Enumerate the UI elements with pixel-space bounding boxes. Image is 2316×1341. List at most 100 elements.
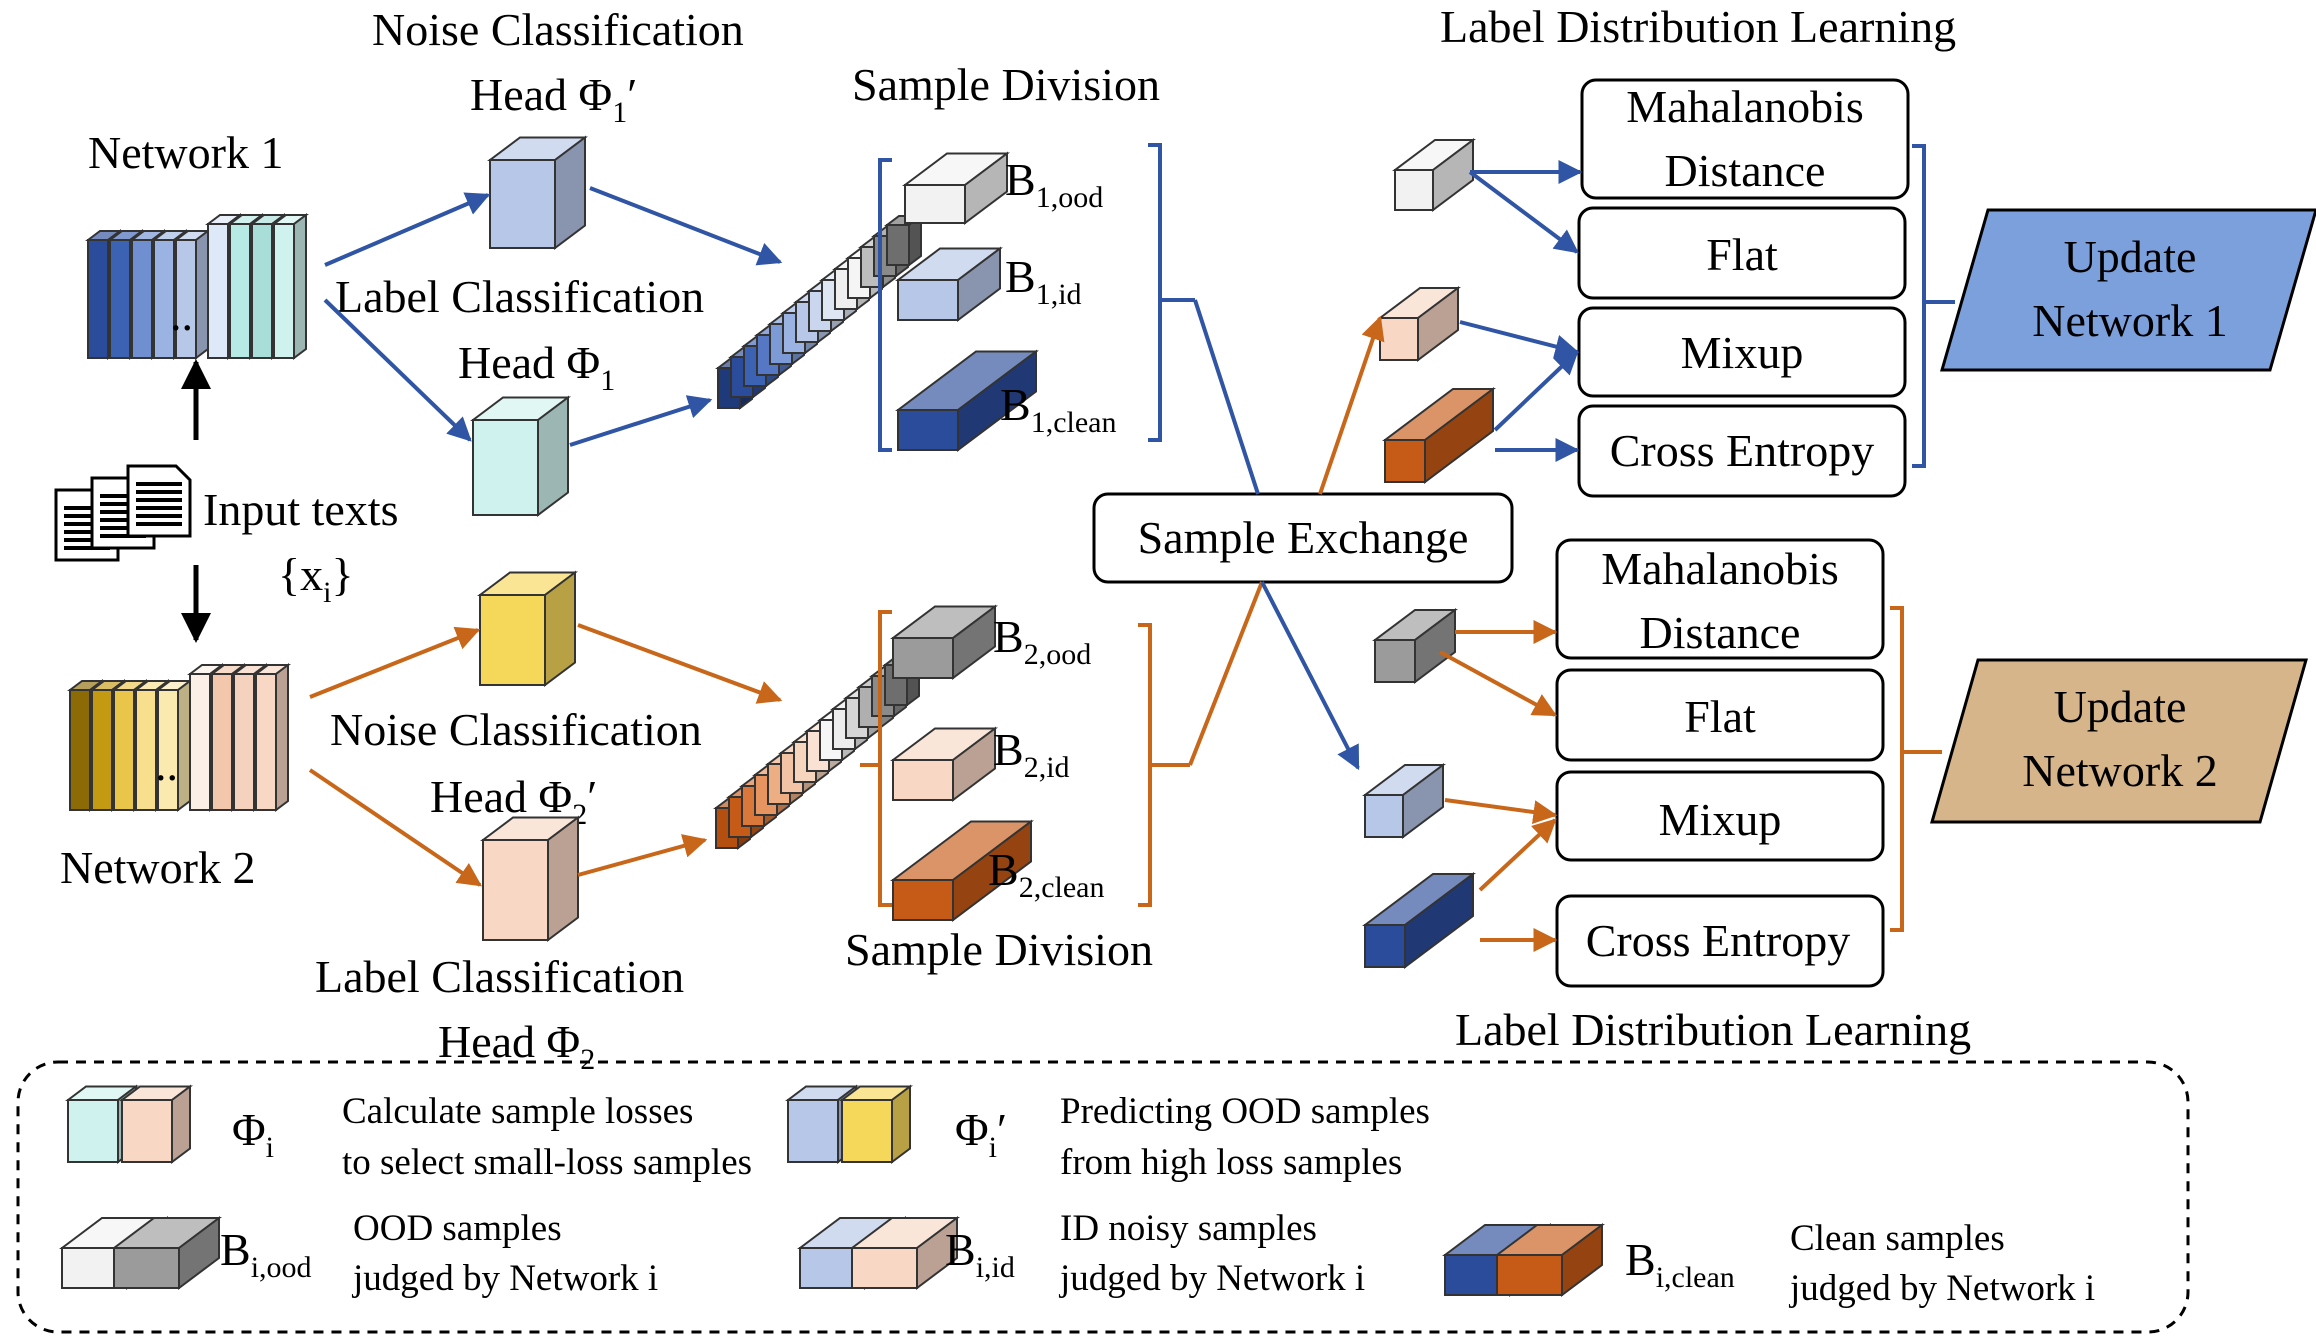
arrow-noise-head-to-stack-1 xyxy=(589,186,783,266)
arrow-noise-head-to-stack-2 xyxy=(577,623,783,704)
noise-head-2-label: Head Φ2′ xyxy=(430,771,597,831)
noise-head-1-cuboid xyxy=(487,135,588,250)
b1-clean-cuboid xyxy=(895,349,1039,452)
network-1-layer xyxy=(271,213,309,360)
noise-head-1-block xyxy=(487,135,588,250)
ldl1-ood-to-flat xyxy=(1468,170,1579,254)
document-icon xyxy=(54,464,192,562)
arrow-net2-to-noise-head xyxy=(309,626,481,699)
loss-2-flat: Flat xyxy=(1684,691,1756,742)
sample-division-2-title: Sample Division xyxy=(845,924,1153,975)
noise-head-1-label: Head Φ1′ xyxy=(470,69,637,129)
ldl-1-clean-cuboid xyxy=(1382,387,1496,484)
legend-b-id-icon-b xyxy=(849,1216,960,1290)
legend-b-clean-desc-l1: Clean samples xyxy=(1790,1218,2005,1259)
network-2-layers xyxy=(67,663,291,812)
label-head-2-label: Head Φ2 xyxy=(438,1016,595,1076)
legend-phi-prime-desc-l1: Predicting OOD samples xyxy=(1060,1091,1430,1132)
exchange-to-ldl2-id xyxy=(1260,581,1360,771)
b2-id-block xyxy=(890,726,998,802)
arrow-net1-to-noise-head xyxy=(324,192,491,267)
division-2-bracket xyxy=(878,610,892,907)
b1-ood-block xyxy=(902,151,1010,225)
b2-id-label: B2,id xyxy=(993,724,1070,784)
arrow-net1-to-label-head xyxy=(323,298,472,442)
b2-ood-cuboid xyxy=(890,604,998,680)
ldl-1-title: Label Distribution Learning xyxy=(1440,1,1956,52)
ldl2-clean-to-mixup xyxy=(1478,818,1557,892)
loss-1-mahalanobis-l2: Distance xyxy=(1665,145,1826,196)
ldl-2-ood-cuboid xyxy=(1372,608,1458,684)
update-2-l2: Network 2 xyxy=(2022,745,2217,796)
label-head-1-block xyxy=(470,395,571,517)
loss-ranking-stack-2 xyxy=(713,654,922,850)
loss-2-mahalanobis-l1: Mahalanobis xyxy=(1601,543,1839,594)
legend-b-ood-desc-l2: judged by Network i xyxy=(351,1258,658,1299)
legend-b-clean: Bi,clean xyxy=(1625,1234,1735,1294)
sample-division-1-title: Sample Division xyxy=(852,59,1160,110)
ldl1-id-to-mixup xyxy=(1459,320,1580,359)
ldl2-id-to-mixup xyxy=(1444,798,1558,824)
legend-phi-desc-l1: Calculate sample losses xyxy=(342,1091,693,1132)
b2-clean-block xyxy=(890,819,1034,922)
ldl-1-input-blocks xyxy=(1377,138,1496,484)
ldl-1-ood-cuboid xyxy=(1392,138,1476,212)
b1-id-block xyxy=(895,246,1003,322)
update-2-l1: Update xyxy=(2054,681,2187,732)
legend-phi-icon-b xyxy=(119,1084,193,1164)
network-2-layer xyxy=(253,663,291,812)
ldl-2-clean-cuboid xyxy=(1362,872,1476,969)
loss-2-mixup: Mixup xyxy=(1659,794,1782,845)
loss-box-mahalanobis-1 xyxy=(1580,78,1910,200)
input-set-label: {xi} xyxy=(278,549,354,609)
ldl1-clean-to-mixup xyxy=(1493,350,1579,432)
loss-1-mahalanobis-l1: Mahalanobis xyxy=(1626,81,1864,132)
legend-phi-desc-l2: to select small-loss samples xyxy=(342,1142,752,1183)
loss-1-mixup: Mixup xyxy=(1681,327,1804,378)
legend-b-ood-desc-l1: OOD samples xyxy=(353,1208,562,1249)
ldl2-ood-to-flat xyxy=(1439,650,1558,717)
legend-b-ood-icon-b xyxy=(111,1216,222,1290)
update-1-l1: Update xyxy=(2064,231,2197,282)
legend-b-id-desc-l1: ID noisy samples xyxy=(1060,1208,1317,1249)
ldl-2-title: Label Distribution Learning xyxy=(1455,1004,1971,1055)
legend-b-clean-icon-b xyxy=(1494,1223,1605,1297)
division-1-right-bracket xyxy=(1148,143,1162,442)
noise-head-2-block xyxy=(477,570,578,687)
network-2-layer xyxy=(155,679,193,812)
loss-ranking-stack-1 xyxy=(715,214,924,410)
arrow-label-head-to-stack-1 xyxy=(569,395,713,447)
ldl-2-id-cuboid xyxy=(1362,763,1446,839)
arrow-label-head-to-stack-2 xyxy=(577,834,708,877)
label-head-1-label: Head Φ1 xyxy=(458,337,615,397)
noise-head-2-title: Noise Classification xyxy=(330,704,702,755)
noise-head-2-cuboid xyxy=(477,570,578,687)
b1-ood-cuboid xyxy=(902,151,1010,225)
legend-icons xyxy=(59,1084,1605,1297)
exchange-in-orange xyxy=(1188,581,1264,766)
ldl-1-bracket xyxy=(1912,144,1926,468)
legend-b-id-desc-l2: judged by Network i xyxy=(1058,1258,1365,1299)
noise-head-1-title: Noise Classification xyxy=(372,4,744,55)
ellipsis-1: .. xyxy=(170,289,193,340)
label-head-2-title: Label Classification xyxy=(315,951,684,1002)
exchange-in-blue xyxy=(1193,299,1260,495)
loss-2-ce: Cross Entropy xyxy=(1586,915,1851,966)
b2-ood-label: B2,ood xyxy=(993,611,1091,671)
b1-id-cuboid xyxy=(895,246,1003,322)
label-head-2-block xyxy=(480,815,581,942)
loss-2-mahalanobis-l2: Distance xyxy=(1640,607,1801,658)
update-network-1-box xyxy=(1940,208,2316,372)
label-head-1-cuboid xyxy=(470,395,571,517)
sample-exchange-label: Sample Exchange xyxy=(1138,512,1469,563)
b1-ood-label: B1,ood xyxy=(1005,154,1103,214)
sample-exchange-box xyxy=(1092,492,1514,584)
loss-1-ce: Cross Entropy xyxy=(1610,425,1875,476)
division-2-right-bracket xyxy=(1138,623,1152,907)
legend-b-ood: Bi,ood xyxy=(220,1224,312,1284)
ldl-2-bracket xyxy=(1890,606,1904,932)
label-head-1-title: Label Classification xyxy=(335,271,704,322)
division-1-bracket xyxy=(878,158,892,452)
